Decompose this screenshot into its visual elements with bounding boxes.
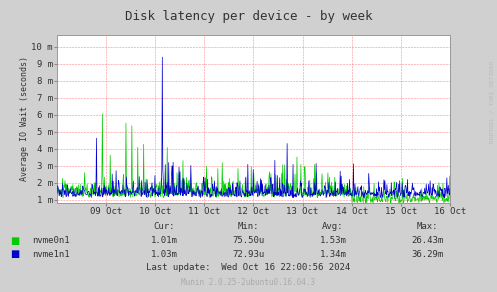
Text: 72.93u: 72.93u (233, 250, 264, 258)
Text: Disk latency per device - by week: Disk latency per device - by week (125, 10, 372, 23)
Text: Cur:: Cur: (153, 222, 175, 231)
Text: Avg:: Avg: (322, 222, 344, 231)
Text: 1.34m: 1.34m (320, 250, 346, 258)
Text: 1.53m: 1.53m (320, 237, 346, 245)
Text: 1.03m: 1.03m (151, 250, 177, 258)
Text: 1.01m: 1.01m (151, 237, 177, 245)
Text: Min:: Min: (238, 222, 259, 231)
Text: nvme0n1: nvme0n1 (32, 237, 70, 245)
Text: nvme1n1: nvme1n1 (32, 250, 70, 258)
Text: ■: ■ (10, 249, 19, 259)
Text: Munin 2.0.25-2ubuntu0.16.04.3: Munin 2.0.25-2ubuntu0.16.04.3 (181, 278, 316, 287)
Text: RRDTOOL / TOBI OETIKER: RRDTOOL / TOBI OETIKER (490, 61, 495, 143)
Text: Last update:  Wed Oct 16 22:00:56 2024: Last update: Wed Oct 16 22:00:56 2024 (147, 263, 350, 272)
Text: 36.29m: 36.29m (412, 250, 443, 258)
Text: Max:: Max: (416, 222, 438, 231)
Y-axis label: Average IO Wait (seconds): Average IO Wait (seconds) (20, 56, 29, 182)
Text: 26.43m: 26.43m (412, 237, 443, 245)
Text: 75.50u: 75.50u (233, 237, 264, 245)
Text: ■: ■ (10, 236, 19, 246)
